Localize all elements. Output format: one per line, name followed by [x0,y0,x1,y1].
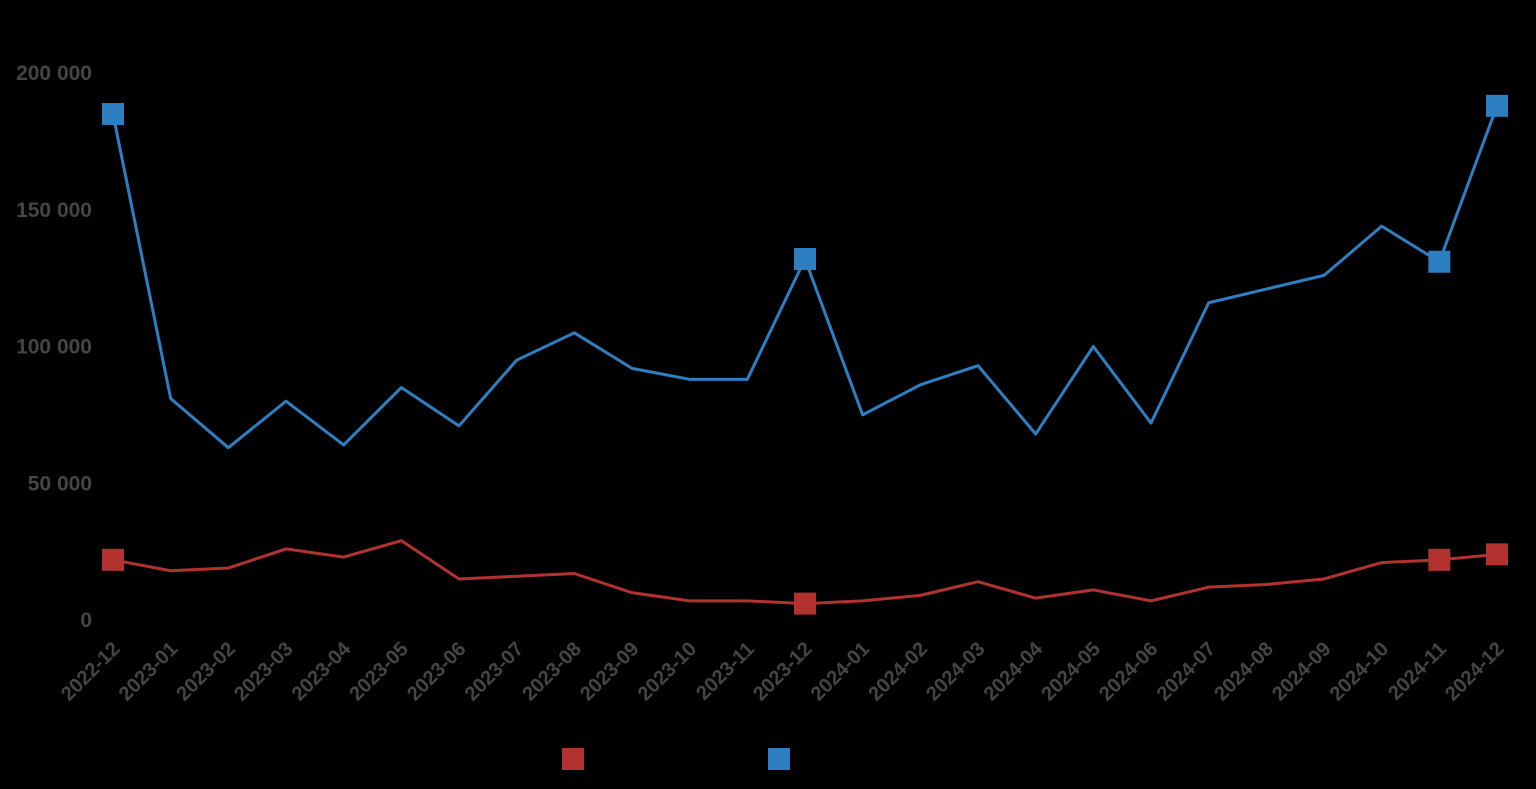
x-axis-tick-label: 2023-01 [115,638,182,705]
x-axis-tick-label: 2024-09 [1268,638,1335,705]
x-axis-tick-label: 2023-02 [172,638,239,705]
series-marker-blue [1486,94,1508,117]
x-axis-tick-label: 2024-02 [864,638,931,705]
x-axis-tick-label: 2023-07 [461,638,528,705]
x-axis-tick-label: 2023-03 [230,638,297,705]
series-marker-red [1486,543,1508,566]
x-axis-tick-label: 2023-06 [403,638,470,705]
y-axis-tick-label: 150 000 [16,199,92,222]
x-axis-tick-label: 2023-09 [576,638,643,705]
x-axis-tick-label: 2024-10 [1326,638,1393,705]
y-axis-tick-label: 0 [80,609,92,632]
x-axis-tick-label: 2022-12 [57,638,124,705]
y-axis-tick-label: 200 000 [16,62,92,85]
x-axis-tick-label: 2024-03 [922,638,989,705]
series-marker-blue [794,247,816,270]
x-axis-tick-label: 2023-11 [692,638,759,705]
x-axis-tick-label: 2024-07 [1153,638,1220,705]
x-axis-tick-label: 2024-11 [1384,638,1451,705]
series-marker-blue [1428,250,1451,273]
legend-swatch-red [562,748,584,770]
x-axis-tick-label: 2024-01 [807,638,874,705]
x-axis-tick-label: 2023-12 [749,638,816,705]
x-axis-tick-label: 2023-08 [518,638,585,705]
x-axis-tick-label: 2023-04 [288,637,356,705]
x-axis-tick-label: 2024-12 [1441,638,1508,705]
y-axis-tick-label: 100 000 [16,336,92,359]
x-axis-tick-label: 2024-06 [1095,638,1162,705]
x-axis-tick-label: 2024-08 [1210,638,1277,705]
y-axis-tick-label: 50 000 [28,472,92,495]
legend-swatch-blue [768,748,790,770]
x-axis-tick-label: 2023-10 [634,638,701,705]
x-axis-tick-label: 2024-04 [980,637,1048,705]
x-axis-tick-label: 2023-05 [345,638,412,705]
series-marker-red [102,548,124,571]
x-axis-tick-label: 2024-05 [1037,638,1104,705]
series-marker-blue [102,103,124,126]
series-marker-red [1428,548,1451,571]
series-marker-red [794,592,816,615]
series-line-blue [111,104,1499,450]
